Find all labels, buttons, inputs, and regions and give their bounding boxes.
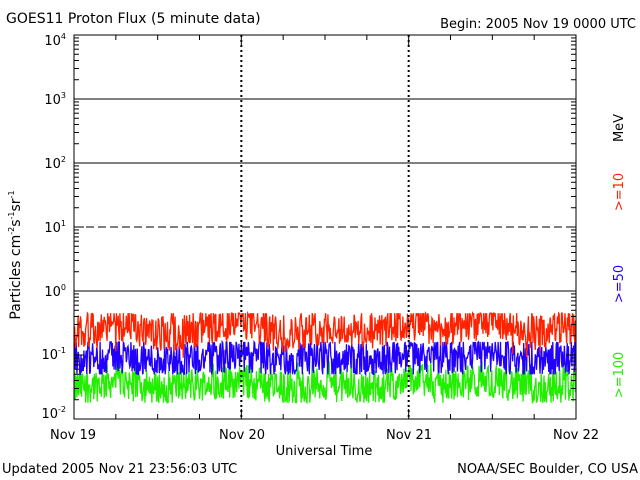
updated-timestamp: Updated 2005 Nov 21 23:56:03 UTC: [2, 462, 237, 477]
y-tick-label: 10-2: [41, 405, 66, 422]
y-tick-label: 100: [44, 283, 66, 300]
series-line-10mev: [73, 310, 577, 358]
plot-frame: [73, 34, 577, 420]
threshold-lines: [74, 98, 576, 292]
legend-series-10mev: >=10: [612, 173, 627, 211]
y-axis-label: Particles cm-2s-1sr-1: [7, 190, 24, 319]
y-tick-labels: 10-2 10-1 100 101 102 103 104: [41, 32, 66, 422]
x-tick-label: Nov 22: [553, 428, 599, 443]
chart-title: GOES11 Proton Flux (5 minute data): [6, 11, 261, 27]
legend-series-100mev: >=100: [612, 352, 627, 399]
flux-series-layer: [73, 310, 577, 405]
begin-date-label: Begin: 2005 Nov 19 0000 UTC: [440, 17, 636, 32]
x-tick-labels: Nov 19 Nov 20 Nov 21 Nov 22: [50, 428, 599, 443]
y-tick-label: 101: [44, 219, 66, 236]
x-axis-label: Universal Time: [276, 444, 373, 459]
series-line-50mev: [73, 339, 577, 377]
y-tick-label: 102: [44, 155, 66, 172]
day-boundary-markers: [240, 35, 410, 419]
y-tick-label: 10-1: [41, 346, 66, 363]
y-tick-label: 103: [44, 91, 66, 108]
x-tick-label: Nov 20: [219, 428, 265, 443]
y-tick-label: 104: [44, 32, 66, 49]
legend-series-50mev: >=50: [612, 265, 627, 303]
legend: MeV >=10 >=50 >=100: [612, 114, 627, 398]
legend-unit-label: MeV: [612, 114, 627, 142]
x-tick-label: Nov 21: [386, 428, 432, 443]
series-line-100mev: [73, 360, 577, 405]
x-tick-label: Nov 19: [50, 428, 96, 443]
credit-label: NOAA/SEC Boulder, CO USA: [457, 462, 638, 477]
